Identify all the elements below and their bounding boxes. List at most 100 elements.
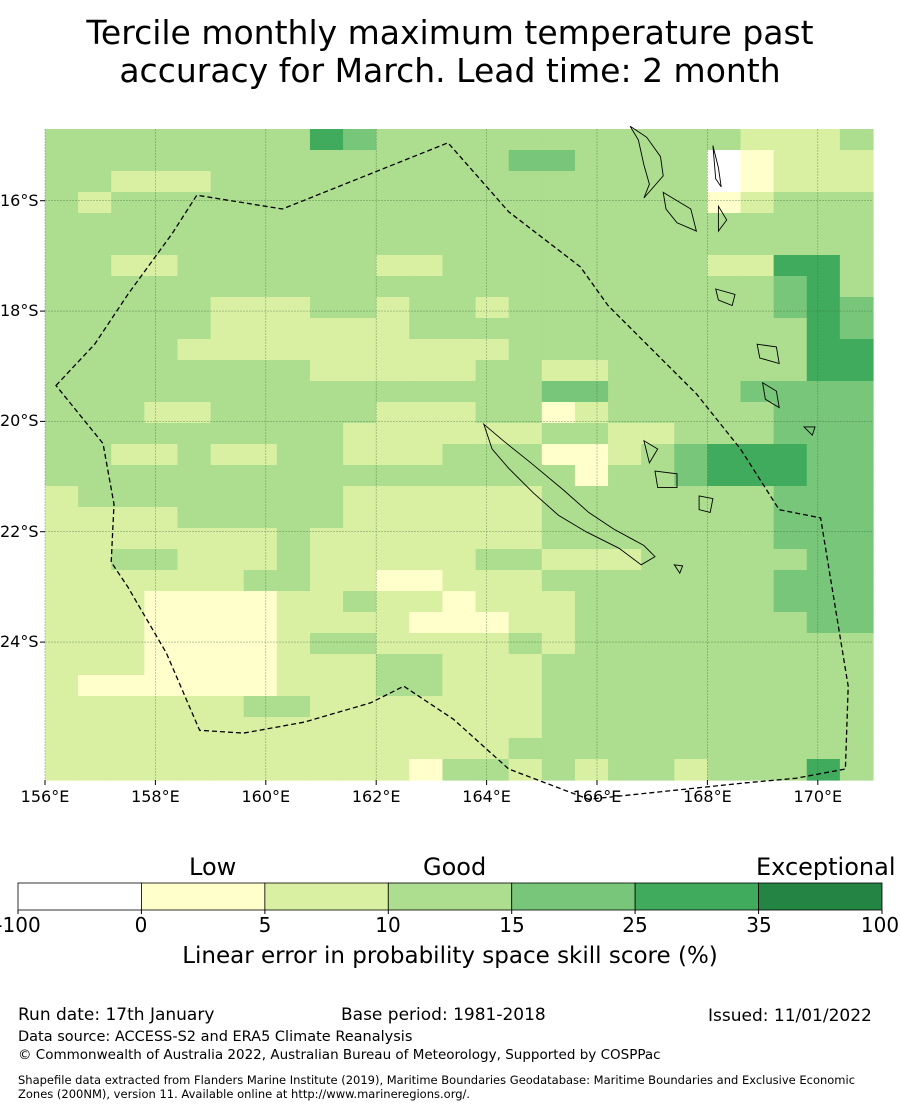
grid-cell: [243, 696, 278, 718]
grid-cell: [442, 465, 477, 487]
title-line-1: Tercile monthly maximum temperature past: [86, 13, 814, 52]
grid-cell: [177, 759, 212, 781]
grid-cell: [210, 738, 245, 760]
grid-cell: [541, 444, 576, 466]
grid-cell: [773, 507, 808, 529]
grid-cell: [839, 297, 874, 319]
grid-cell: [111, 549, 145, 571]
grid-cell: [144, 717, 179, 739]
grid-cell: [276, 129, 311, 151]
grid-cell: [78, 339, 112, 361]
grid-cell: [409, 129, 444, 151]
colorbar-tick: 5: [258, 913, 272, 937]
base-period: Base period: 1981-2018: [341, 1005, 546, 1025]
grid-cell: [45, 213, 79, 235]
grid-cell: [442, 570, 477, 592]
grid-cell: [111, 360, 145, 382]
grid-cell: [773, 129, 808, 151]
grid-cell: [343, 444, 377, 466]
grid-cell: [111, 654, 145, 676]
grid-cell: [641, 549, 675, 571]
grid-cell: [475, 213, 510, 235]
grid-cell: [442, 528, 477, 550]
grid-cell: [674, 528, 708, 550]
grid-cell: [45, 192, 79, 214]
grid-cell: [309, 402, 344, 424]
island-outline: [643, 439, 659, 464]
grid-cell: [508, 759, 543, 781]
grid-cell: [574, 612, 609, 634]
grid-cell: [177, 234, 212, 256]
grid-cell: [210, 339, 245, 361]
grid-cell: [806, 654, 841, 676]
grid-cell: [177, 717, 212, 739]
grid-cell: [343, 276, 377, 298]
grid-cell: [210, 171, 245, 193]
grid-cell: [177, 297, 212, 319]
grid-cell: [541, 570, 576, 592]
grid-cell: [574, 234, 609, 256]
grid-cell: [210, 444, 245, 466]
grid-cell: [442, 759, 477, 781]
grid-cell: [376, 339, 410, 361]
grid-cell: [45, 738, 79, 760]
grid-cell: [45, 528, 79, 550]
island-outline: [482, 422, 656, 566]
island-outline: [662, 191, 698, 232]
grid-cell: [773, 738, 808, 760]
island-outline: [715, 288, 736, 307]
grid-cell: [608, 654, 642, 676]
grid-cell: [409, 696, 444, 718]
grid-cell: [144, 549, 179, 571]
grid-cell: [740, 696, 775, 718]
grid-cell: [409, 633, 444, 655]
grid-cell: [839, 633, 874, 655]
grid-cell: [343, 465, 377, 487]
grid-cell: [111, 192, 145, 214]
grid-cell: [475, 633, 510, 655]
grid-cell: [210, 276, 245, 298]
grid-cell: [475, 402, 510, 424]
grid-cell: [144, 234, 179, 256]
grid-cell: [177, 654, 212, 676]
axis-ticks: [40, 200, 819, 785]
grid-cell: [707, 654, 742, 676]
grid-cell: [111, 234, 145, 256]
grid-cell: [442, 234, 477, 256]
grid-cell: [376, 759, 410, 781]
grid-cell: [574, 213, 609, 235]
grid-cell: [839, 444, 874, 466]
grid-cell: [508, 507, 543, 529]
grid-cell: [276, 654, 311, 676]
grid-cell: [541, 150, 576, 172]
grid-cell: [707, 570, 742, 592]
grid-cell: [144, 570, 179, 592]
grid-cell: [111, 339, 145, 361]
grid-cell: [707, 171, 742, 193]
grid-cell: [442, 213, 477, 235]
grid-cell: [45, 255, 79, 277]
grid-cell: [839, 276, 874, 298]
grid-cell: [475, 654, 510, 676]
grid-cell: [442, 192, 477, 214]
grid-cell: [343, 717, 377, 739]
grid-cell: [508, 318, 543, 340]
grid-cell: [608, 234, 642, 256]
grid-cell: [541, 528, 576, 550]
grid-cell: [309, 339, 344, 361]
grid-cell: [839, 255, 874, 277]
grid-cell: [574, 276, 609, 298]
grid-cell: [210, 675, 245, 697]
grid-cell: [574, 360, 609, 382]
grid-cell: [243, 402, 278, 424]
grid-cell: [243, 444, 278, 466]
grid-cell: [641, 570, 675, 592]
grid-cell: [740, 486, 775, 508]
grid-cell: [541, 507, 576, 529]
grid-cell: [707, 675, 742, 697]
grid-cell: [78, 402, 112, 424]
grid-cell: [276, 465, 311, 487]
grid-cell: [641, 444, 675, 466]
grid-cell: [210, 717, 245, 739]
grid-cell: [409, 654, 444, 676]
